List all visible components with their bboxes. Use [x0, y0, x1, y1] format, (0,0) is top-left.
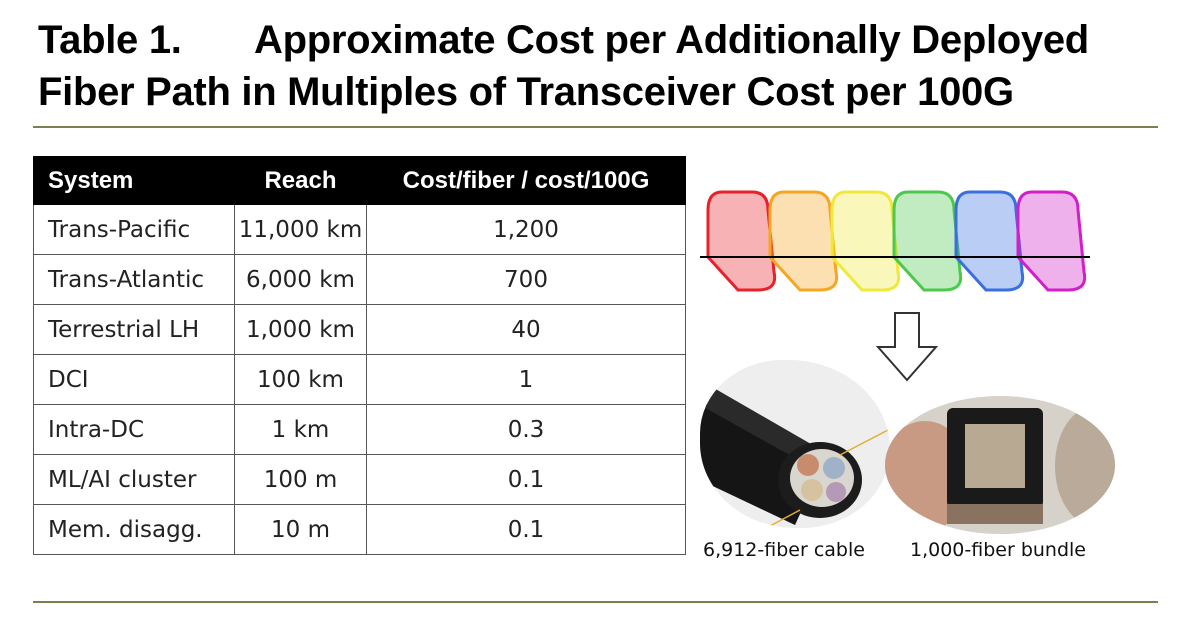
wavelength-spectrum-diagram [700, 190, 1090, 292]
cell-system: DCI [33, 354, 235, 405]
cell-cost: 0.3 [366, 404, 686, 455]
wavelength-channel-5 [954, 190, 1025, 292]
fiber-bundle-photo [885, 396, 1115, 534]
table-header-row: System Reach Cost/fiber / cost/100G [33, 156, 686, 205]
title-text-1: Approximate Cost per Additionally Deploy… [254, 18, 1089, 62]
header-cost: Cost/fiber / cost/100G [366, 156, 686, 205]
wavelength-channel-4 [892, 190, 963, 292]
fiber-cable-photo [700, 360, 890, 528]
wavelength-channel-6 [1016, 190, 1087, 292]
table-row: Intra-DC 1 km 0.3 [33, 404, 686, 455]
title-line-2: Fiber Path in Multiples of Transceiver C… [38, 70, 1014, 114]
cable-caption: 6,912-fiber cable [703, 539, 865, 561]
table-row: Trans-Pacific 11,000 km 1,200 [33, 204, 686, 255]
bottom-divider [33, 601, 1158, 603]
cell-reach: 1 km [234, 404, 367, 455]
top-divider [33, 126, 1158, 128]
cell-reach: 100 m [234, 454, 367, 505]
table-row: ML/AI cluster 100 m 0.1 [33, 454, 686, 505]
title-line-1: Table 1. Approximate Cost per Additionall… [38, 14, 1168, 66]
cell-reach: 10 m [234, 504, 367, 555]
cell-cost: 40 [366, 304, 686, 355]
cell-cost: 700 [366, 254, 686, 305]
cell-cost: 1,200 [366, 204, 686, 255]
cell-system: Terrestrial LH [33, 304, 235, 355]
cell-reach: 11,000 km [234, 204, 367, 255]
table-row: Terrestrial LH 1,000 km 40 [33, 304, 686, 355]
cell-cost: 0.1 [366, 504, 686, 555]
header-system: System [33, 156, 235, 205]
cell-system: Mem. disagg. [33, 504, 235, 555]
table-row: Mem. disagg. 10 m 0.1 [33, 504, 686, 555]
table-row: Trans-Atlantic 6,000 km 700 [33, 254, 686, 305]
cell-cost: 0.1 [366, 454, 686, 505]
bundle-caption: 1,000-fiber bundle [910, 539, 1086, 561]
cell-system: Trans-Pacific [33, 204, 235, 255]
wavelength-channel-2 [768, 190, 839, 292]
wavelength-channel-1 [706, 190, 777, 292]
page-title: Table 1. Approximate Cost per Additionall… [38, 14, 1168, 118]
cell-system: Intra-DC [33, 404, 235, 455]
wavelength-channel-3 [830, 190, 901, 292]
down-arrow-icon [876, 312, 938, 382]
cell-reach: 1,000 km [234, 304, 367, 355]
header-reach: Reach [234, 156, 367, 205]
cell-reach: 100 km [234, 354, 367, 405]
table-number: Table 1. [38, 18, 182, 62]
cell-system: Trans-Atlantic [33, 254, 235, 305]
cost-table: System Reach Cost/fiber / cost/100G Tran… [33, 156, 686, 555]
cell-reach: 6,000 km [234, 254, 367, 305]
cell-cost: 1 [366, 354, 686, 405]
table-row: DCI 100 km 1 [33, 354, 686, 405]
cell-system: ML/AI cluster [33, 454, 235, 505]
